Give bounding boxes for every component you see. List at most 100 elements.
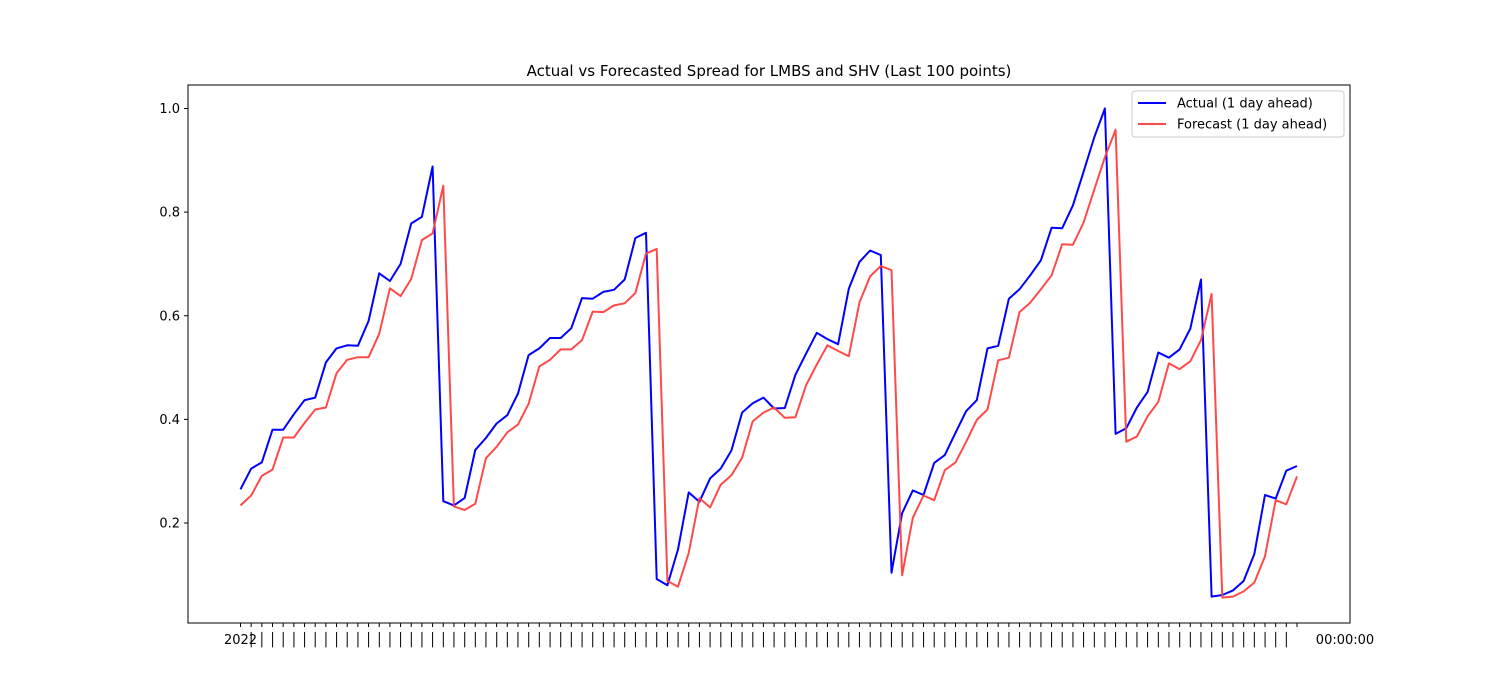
x-tick-label: │	[258, 631, 266, 648]
x-tick-label: │	[631, 631, 639, 648]
x-tick-label: │	[322, 631, 330, 648]
x-tick-label: │	[503, 631, 511, 648]
x-tick-label: │	[1037, 631, 1045, 648]
x-tick-label: │	[1229, 631, 1237, 648]
forecast-series-line	[239, 128, 1298, 599]
x-tick-label: │	[760, 631, 768, 648]
x-tick-label: │	[834, 631, 842, 648]
x-tick-label: │	[397, 631, 405, 648]
x-tick-label: │	[717, 631, 725, 648]
x-tick-label: │	[343, 631, 351, 648]
x-tick-label: │	[653, 631, 661, 648]
x-tick-label: │	[1208, 631, 1216, 648]
x-tick-label: │	[1186, 631, 1194, 648]
x-tick-label: │	[525, 631, 533, 648]
x-tick-label: │	[749, 631, 757, 648]
x-tick-label: │	[1176, 631, 1184, 648]
x-tick-label: │	[845, 631, 853, 648]
x-tick-label: │	[1282, 631, 1290, 648]
x-tick-label: │	[567, 631, 575, 648]
x-tick-label: │	[546, 631, 554, 648]
x-tick-label: │	[461, 631, 469, 648]
x-tick-label: │	[973, 631, 981, 648]
x-tick-label: │	[1069, 631, 1077, 648]
y-tick-label: 0.8	[159, 206, 180, 221]
x-tick-label: │	[407, 631, 415, 648]
x-tick-label: │	[514, 631, 522, 648]
x-tick-label: │	[1016, 631, 1024, 648]
x-tick-label: │	[386, 631, 394, 648]
x-tick-label-first: 2022	[224, 633, 257, 648]
x-tick-label: │	[877, 631, 885, 648]
x-tick-label: │	[1112, 631, 1120, 648]
x-tick-label: │	[557, 631, 565, 648]
x-tick-label: │	[1240, 631, 1248, 648]
x-tick-label: │	[365, 631, 373, 648]
legend-box	[1131, 90, 1345, 138]
x-tick-label: │	[439, 631, 447, 648]
chart-title: Actual vs Forecasted Spread for LMBS and…	[527, 62, 1012, 80]
legend-label: Actual (1 day ahead)	[1177, 97, 1313, 112]
x-tick-label: │	[375, 631, 383, 648]
x-tick-label: │	[888, 631, 896, 648]
x-tick-label: │	[354, 631, 362, 648]
x-tick-label: │	[770, 631, 778, 648]
x-tick-label: │	[578, 631, 586, 648]
x-tick-label: │	[269, 631, 277, 648]
x-tick-label: │	[1218, 631, 1226, 648]
x-tick-label: │	[866, 631, 874, 648]
x-tick-label: │	[663, 631, 671, 648]
x-tick-label: │	[621, 631, 629, 648]
x-tick-label: │	[1133, 631, 1141, 648]
x-tick-label: │	[429, 631, 437, 648]
x-tick-label: │	[1261, 631, 1269, 648]
x-tick-label: │	[674, 631, 682, 648]
x-tick-label: │	[1250, 631, 1258, 648]
x-tick-label: │	[471, 631, 479, 648]
x-tick-label: │	[482, 631, 490, 648]
x-tick-label: │	[1048, 631, 1056, 648]
x-tick-label: │	[450, 631, 458, 648]
x-tick-label: │	[1058, 631, 1066, 648]
x-tick-label: │	[792, 631, 800, 648]
x-tick-label: │	[1144, 631, 1152, 648]
x-tick-label: │	[1122, 631, 1130, 648]
x-tick-label: │	[1272, 631, 1280, 648]
x-tick-label: │	[1197, 631, 1205, 648]
x-tick-label: │	[898, 631, 906, 648]
y-tick-label: 0.6	[159, 309, 180, 324]
x-tick-label: │	[290, 631, 298, 648]
x-tick-label: │	[418, 631, 426, 648]
x-tick-label: │	[1154, 631, 1162, 648]
x-tick-label: │	[1026, 631, 1034, 648]
legend-label: Forecast (1 day ahead)	[1177, 118, 1327, 133]
actual-series-line	[239, 107, 1298, 598]
x-tick-label: │	[706, 631, 714, 648]
x-tick-label: │	[856, 631, 864, 648]
x-tick-label: │	[1005, 631, 1013, 648]
x-tick-label: │	[535, 631, 543, 648]
x-tick-label: │	[247, 631, 255, 648]
x-tick-label: │	[279, 631, 287, 648]
x-tick-label: │	[493, 631, 501, 648]
y-tick-label: 1.0	[159, 102, 180, 117]
x-tick-label: │	[1090, 631, 1098, 648]
x-tick-label-last: 00:00:00	[1316, 633, 1374, 648]
x-tick-label: │	[1080, 631, 1088, 648]
x-tick-label: │	[994, 631, 1002, 648]
x-tick-label: │	[962, 631, 970, 648]
x-tick-label: │	[813, 631, 821, 648]
x-tick-label: │	[984, 631, 992, 648]
y-tick-label: 0.2	[159, 517, 180, 532]
x-tick-label: │	[599, 631, 607, 648]
x-tick-label: │	[333, 631, 341, 648]
plot-frame	[187, 84, 1351, 624]
x-tick-label: │	[952, 631, 960, 648]
x-tick-label: │	[738, 631, 746, 648]
x-tick-label: │	[1165, 631, 1173, 648]
x-tick-label: │	[824, 631, 832, 648]
y-tick-label: 0.4	[159, 413, 180, 428]
